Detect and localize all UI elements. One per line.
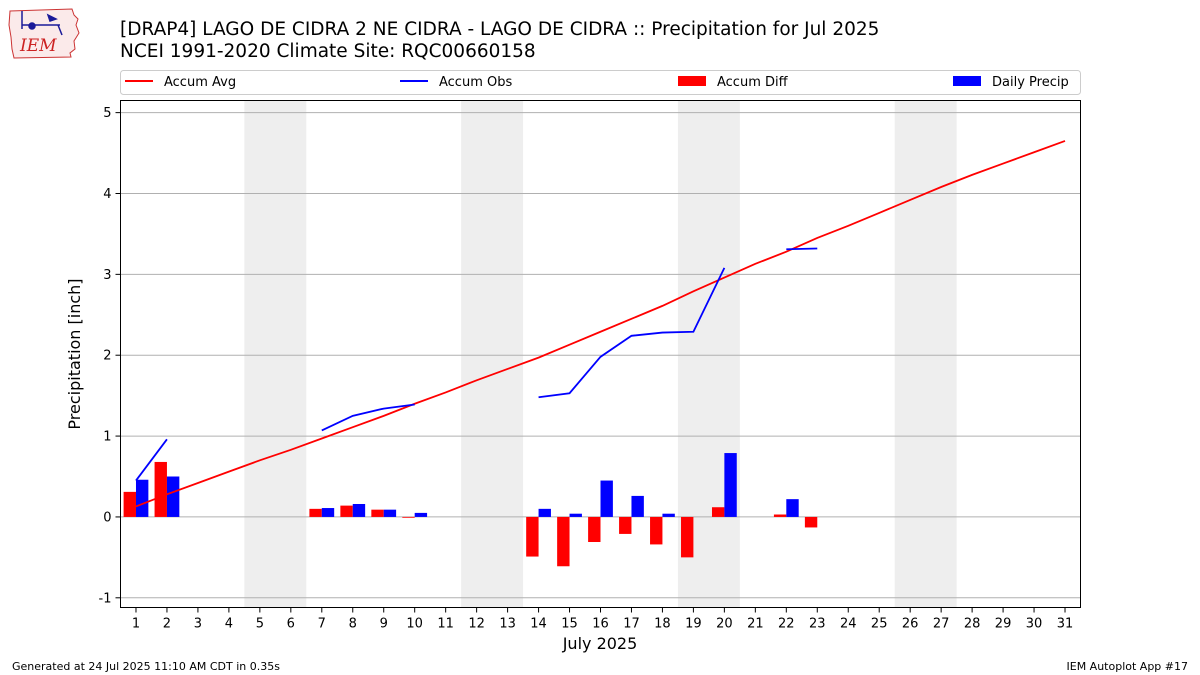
- x-tick-label: 19: [685, 617, 702, 632]
- x-tick-label: 28: [964, 617, 981, 632]
- x-tick-label: 9: [380, 617, 388, 632]
- y-tick-label: 1: [103, 430, 111, 445]
- accum-obs-line: [321, 403, 415, 432]
- accum-diff-bar: [681, 516, 694, 558]
- accum-diff-bar: [526, 516, 539, 557]
- footer-generated: Generated at 24 Jul 2025 11:10 AM CDT in…: [12, 660, 280, 673]
- x-tick-label: 14: [530, 617, 547, 632]
- weekend-shade: [894, 100, 957, 608]
- x-tick-label: 11: [437, 617, 454, 632]
- accum-obs-line: [135, 438, 168, 482]
- accum-diff-bar: [804, 516, 818, 528]
- logo-text: IEM: [19, 36, 57, 56]
- daily-precip-bar: [383, 509, 397, 517]
- x-tick-label: 26: [902, 617, 919, 632]
- accum-diff-bar: [773, 514, 787, 517]
- daily-precip-bar: [600, 480, 613, 517]
- footer-app: IEM Autoplot App #17: [1067, 660, 1189, 673]
- x-tick-label: 30: [1026, 617, 1043, 632]
- x-tick-label: 12: [468, 617, 485, 632]
- legend-swatch-daily-precip: [953, 76, 981, 86]
- x-tick-label: 24: [840, 617, 857, 632]
- y-tick-label: -1: [99, 591, 112, 606]
- accum-diff-bar: [154, 461, 167, 517]
- accum-diff-bar: [588, 516, 601, 543]
- x-axis-title: July 2025: [562, 634, 638, 653]
- x-tick-label: 1: [132, 617, 140, 632]
- x-tick-label: 7: [318, 617, 326, 632]
- accum-diff-bar: [711, 507, 725, 517]
- chart-title: [DRAP4] LAGO DE CIDRA 2 NE CIDRA - LAGO …: [120, 19, 879, 40]
- x-tick-label: 2: [163, 617, 171, 632]
- daily-precip-bar: [135, 479, 149, 517]
- x-tick-label: 4: [225, 617, 233, 632]
- accum-avg-line: [135, 140, 1066, 508]
- daily-precip-bar: [414, 512, 428, 517]
- accum-diff-bar: [557, 516, 570, 567]
- accum-diff-bar: [371, 509, 384, 517]
- x-tick-label: 27: [933, 617, 950, 632]
- daily-precip-bar: [724, 453, 737, 517]
- weekend-shade: [461, 100, 524, 608]
- accum-diff-bar: [402, 516, 415, 518]
- daily-precip-bar: [321, 508, 335, 517]
- accum-diff-bar: [340, 505, 353, 517]
- weather-station-icon: [21, 11, 63, 36]
- y-axis-title: Precipitation [inch]: [65, 278, 84, 429]
- daily-precip-bar: [631, 495, 644, 517]
- legend-label-accum-avg: Accum Avg: [164, 75, 236, 90]
- iem-logo: IEM: [8, 8, 80, 59]
- accum-diff-bar: [650, 516, 663, 545]
- x-tick-label: 29: [995, 617, 1012, 632]
- y-tick-label: 3: [103, 268, 111, 283]
- x-tick-label: 17: [623, 617, 640, 632]
- legend-swatch-accum-diff: [678, 76, 706, 86]
- accum-obs-line: [786, 247, 818, 251]
- x-tick-label: 15: [561, 617, 578, 632]
- iowa-outline-icon: [8, 8, 80, 59]
- x-tick-label: 13: [499, 617, 516, 632]
- x-tick-label: 20: [716, 617, 733, 632]
- y-tick-label: 4: [103, 187, 111, 202]
- x-tick-label: 18: [654, 617, 671, 632]
- y-tick-label: 0: [103, 510, 111, 525]
- legend: Accum Avg Accum Obs Accum Diff Daily Precip: [120, 70, 1081, 95]
- weekend-shade: [244, 100, 307, 608]
- x-tick-label: 31: [1057, 617, 1074, 632]
- x-tick-label: 25: [871, 617, 888, 632]
- daily-precip-bar: [166, 476, 180, 517]
- legend-frame: [120, 70, 1081, 95]
- x-tick-label: 6: [287, 617, 295, 632]
- legend-label-accum-obs: Accum Obs: [439, 75, 512, 90]
- accum-diff-bar: [309, 508, 322, 517]
- x-tick-label: 22: [778, 617, 795, 632]
- x-tick-label: 5: [256, 617, 264, 632]
- x-tick-label: 16: [592, 617, 609, 632]
- daily-precip-bar: [569, 513, 582, 517]
- legend-label-daily-precip: Daily Precip: [992, 75, 1069, 90]
- x-tick-label: 10: [406, 617, 423, 632]
- legend-label-accum-diff: Accum Diff: [717, 75, 789, 90]
- daily-precip-bar: [538, 508, 551, 517]
- daily-precip-bar: [352, 503, 366, 517]
- daily-precip-bar: [786, 499, 799, 517]
- accum-obs-line: [538, 267, 726, 399]
- daily-precip-bar: [662, 513, 675, 517]
- x-tick-label: 8: [349, 617, 357, 632]
- accum-diff-bar: [123, 491, 136, 517]
- chart-subtitle: NCEI 1991-2020 Climate Site: RQC00660158: [120, 41, 536, 62]
- x-tick-label: 21: [747, 617, 764, 632]
- x-tick-label: 23: [809, 617, 826, 632]
- x-tick-label: 3: [194, 617, 202, 632]
- y-tick-label: 5: [103, 106, 111, 121]
- accum-diff-bar: [619, 516, 632, 534]
- y-tick-label: 2: [103, 349, 111, 364]
